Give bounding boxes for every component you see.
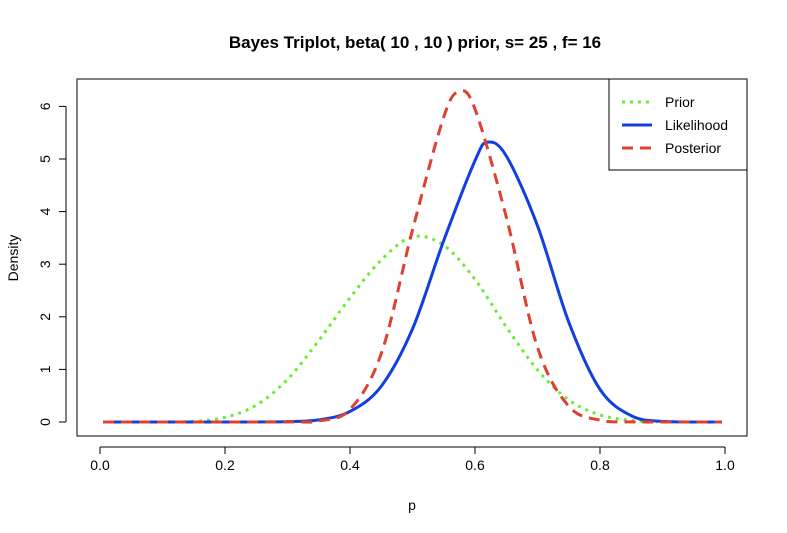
x-axis-label: p — [408, 497, 416, 513]
legend: Prior Likelihood Posterior — [608, 78, 748, 171]
y-tick-label: 0 — [37, 418, 53, 426]
axes: 0.0 0.2 0.4 0.6 0.8 1.0 0 1 2 3 4 5 6 — [37, 102, 735, 473]
series-line-prior — [103, 234, 722, 424]
x-tick-label: 0.2 — [215, 457, 235, 473]
x-tick-label: 0.8 — [590, 457, 610, 473]
y-tick-label: 3 — [37, 260, 53, 268]
x-tick-label: 0.0 — [90, 457, 110, 473]
plot-area-frame — [76, 78, 748, 437]
x-tick-label: 0.4 — [340, 457, 360, 473]
series-line-posterior — [103, 89, 722, 424]
y-tick-label: 4 — [37, 207, 53, 215]
series-lines — [103, 89, 722, 424]
y-axis-label: Density — [5, 235, 21, 282]
legend-label-posterior: Posterior — [665, 140, 721, 156]
y-tick-label: 1 — [37, 365, 53, 373]
x-tick-label: 0.6 — [465, 457, 485, 473]
series-line-likelihood — [103, 140, 722, 424]
legend-label-prior: Prior — [665, 94, 695, 110]
y-tick-label: 5 — [37, 155, 53, 163]
x-tick-label: 1.0 — [715, 457, 735, 473]
y-tick-label: 2 — [37, 313, 53, 321]
legend-label-likelihood: Likelihood — [665, 117, 728, 133]
chart-title: Bayes Triplot, beta( 10 , 10 ) prior, s=… — [229, 33, 601, 52]
y-tick-label: 6 — [37, 102, 53, 110]
